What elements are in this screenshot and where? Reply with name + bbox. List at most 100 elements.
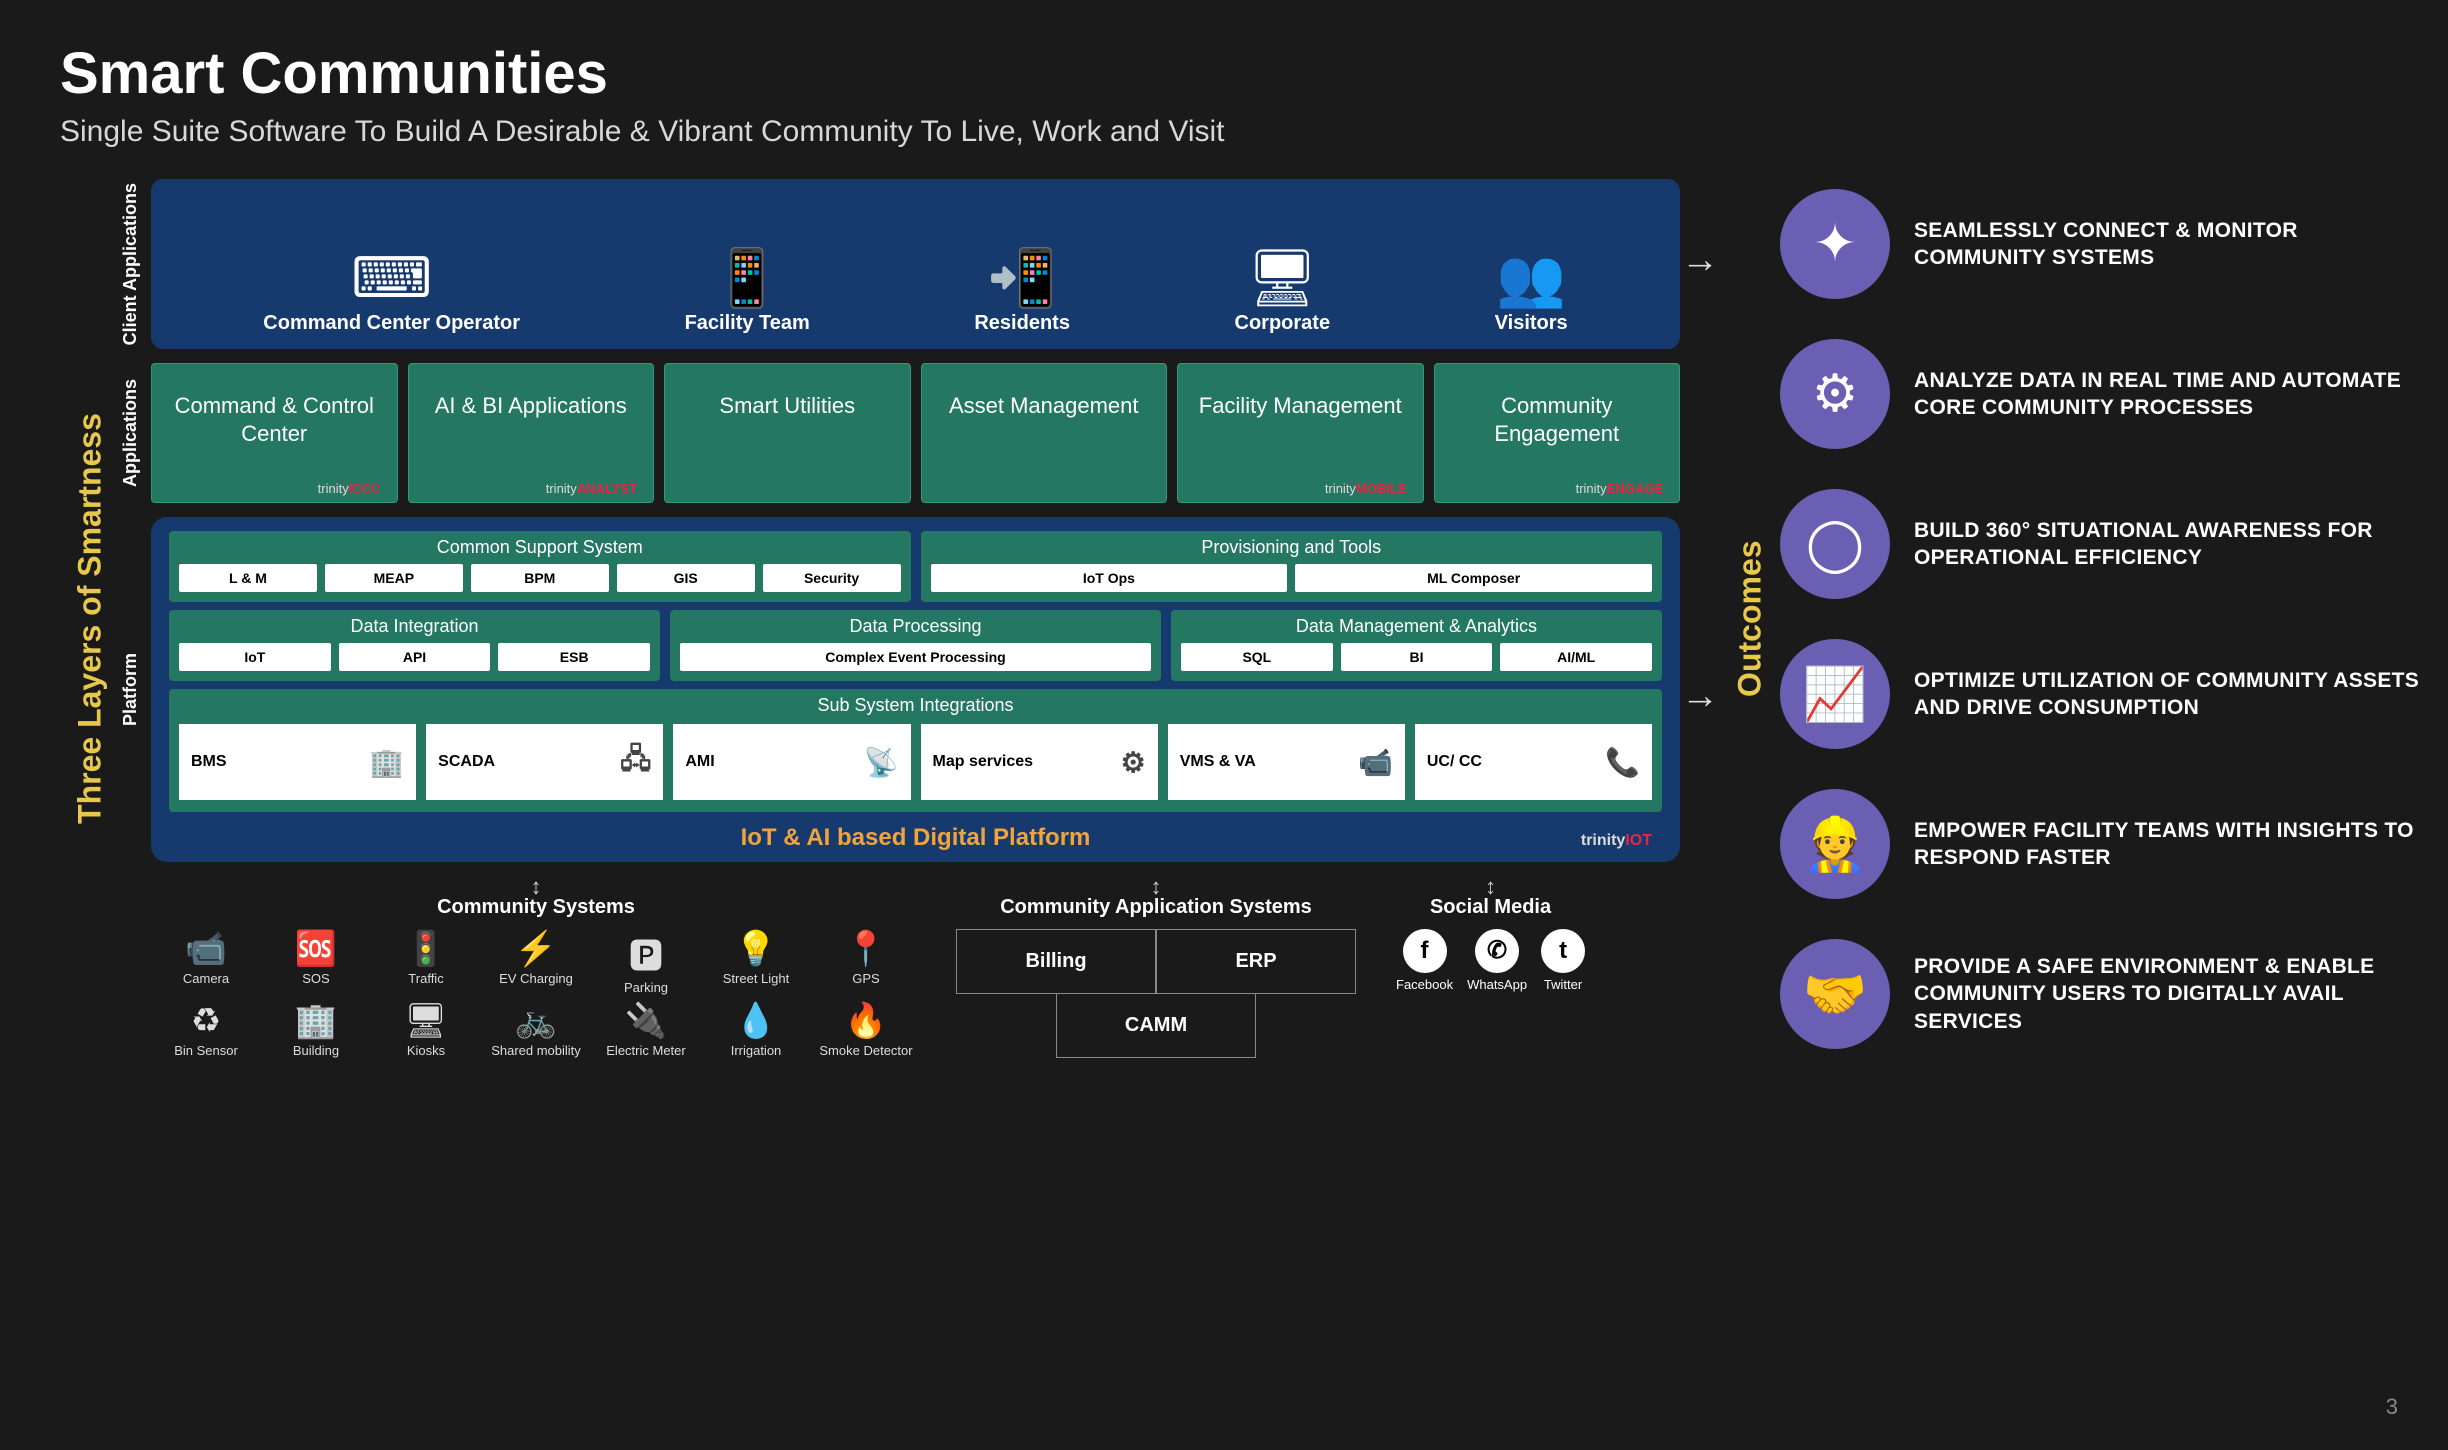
community-system-item: ♻Bin Sensor: [156, 1001, 256, 1058]
outcome-text: EMPOWER FACILITY TEAMS WITH INSIGHTS TO …: [1914, 817, 2420, 872]
community-system-icon: 🏢: [266, 1001, 366, 1041]
community-systems: ↕ Community Systems 📹Camera🆘SOS🚦Traffic⚡…: [156, 878, 916, 1058]
platform-group-title: Provisioning and Tools: [931, 537, 1653, 558]
left-axis-label: Three Layers of Smartness: [60, 179, 120, 1058]
subsystem-label: AMI: [685, 753, 714, 771]
community-system-label: Camera: [183, 971, 229, 986]
platform-chip: ESB: [498, 643, 650, 671]
client-app-item: 📲Residents: [974, 250, 1070, 335]
social-media: ↕ Social Media fFacebook✆WhatsApptTwitte…: [1396, 878, 1585, 992]
application-box: Facility ManagementtrinityMOBILE: [1177, 363, 1424, 503]
community-system-item: ⚡EV Charging: [486, 929, 586, 995]
subsystem-card: BMS🏢: [179, 724, 416, 800]
platform-chip: SQL: [1181, 643, 1333, 671]
platform-brand: trinityIOT: [1581, 832, 1652, 850]
community-system-item: 💡Street Light: [706, 929, 806, 995]
social-label: Facebook: [1396, 977, 1453, 992]
social-label: WhatsApp: [1467, 977, 1527, 992]
client-applications-bar: ⌨Command Center Operator📱Facility Team📲R…: [151, 179, 1680, 349]
client-app-label: Visitors: [1495, 312, 1568, 335]
applications-row: Command & Control Center trinityICCC AI & …: [151, 363, 1680, 503]
community-system-icon: 📍: [816, 929, 916, 969]
arrow-column: → →: [1680, 179, 1720, 1058]
subsystem-card: SCADA 🖧: [426, 724, 663, 800]
subsystem-label: SCADA: [438, 753, 495, 771]
platform-chip: IoT: [179, 643, 331, 671]
platform-chip: Complex Event Processing: [680, 643, 1151, 671]
outcome-icon: 🤝: [1780, 939, 1890, 1049]
community-system-label: Traffic: [408, 971, 443, 986]
community-system-item: 🏢 Building: [266, 1001, 366, 1058]
community-app-systems-title: Community Application Systems: [956, 896, 1356, 919]
application-title: Smart Utilities: [675, 392, 900, 420]
platform-chip: ML Composer: [1295, 564, 1652, 592]
client-app-icon: 👥: [1496, 250, 1566, 306]
application-brand: trinityANALYST: [419, 481, 644, 496]
connector-icon: ↕: [156, 878, 916, 896]
platform-group: Provisioning and Tools IoT OpsML Composer: [921, 531, 1663, 602]
outcome-icon: ✦: [1780, 189, 1890, 299]
social-icon: ✆: [1475, 929, 1519, 973]
social-item: ✆ WhatsApp: [1467, 929, 1527, 992]
community-system-icon: 💧: [706, 1001, 806, 1041]
outcome-item: ◯BUILD 360° SITUATIONAL AWARENESS FOR OP…: [1780, 489, 2420, 599]
subsystem-icon: 📞: [1605, 746, 1640, 779]
community-system-label: GPS: [852, 971, 879, 986]
community-systems-title: Community Systems: [156, 896, 916, 919]
community-system-label: Street Light: [723, 971, 790, 986]
platform-chip: MEAP: [325, 564, 463, 592]
subsystem-card: Map services⚙: [921, 724, 1158, 800]
application-brand: trinityICCC: [162, 481, 387, 496]
layer-label-applications: Applications: [120, 363, 141, 503]
outcome-item: 🤝PROVIDE A SAFE ENVIRONMENT & ENABLE COM…: [1780, 939, 2420, 1049]
bottom-systems-row: ↕ Community Systems 📹Camera🆘SOS🚦Traffic⚡…: [120, 872, 1680, 1058]
community-system-label: Electric Meter: [606, 1043, 685, 1058]
application-box: AI & BI ApplicationstrinityANALYST: [408, 363, 655, 503]
platform-chip: L & M: [179, 564, 317, 592]
platform-block: Common Support SystemL & MMEAPBPMGISSecu…: [151, 517, 1680, 862]
subsystem-card: AMI📡: [673, 724, 910, 800]
community-system-item: 🚦Traffic: [376, 929, 476, 995]
community-system-item: 🚲Shared mobility: [486, 1001, 586, 1058]
subsystem-icon: 📹: [1358, 746, 1393, 779]
community-system-icon: ♻: [156, 1001, 256, 1041]
outcomes-column: ✦SEAMLESSLY CONNECT & MONITOR COMMUNITY …: [1780, 179, 2420, 1058]
outcome-item: ⚙ANALYZE DATA IN REAL TIME AND AUTOMATE …: [1780, 339, 2420, 449]
community-system-item: 🔌 Electric Meter: [596, 1001, 696, 1058]
subsystem-icon: ⚙: [1121, 746, 1146, 779]
application-box: Smart Utilities: [664, 363, 911, 503]
community-system-icon: 🅿: [596, 929, 696, 978]
application-box: Community EngagementtrinityENGAGE: [1434, 363, 1681, 503]
community-system-icon: 🖥: [376, 1001, 476, 1041]
outcome-icon: 📈: [1780, 639, 1890, 749]
community-system-label: Building: [293, 1043, 339, 1058]
community-system-item: 📍 GPS: [816, 929, 916, 995]
social-icon: f: [1403, 929, 1447, 973]
layer-label-client: Client Applications: [120, 179, 141, 349]
social-item: tTwitter: [1541, 929, 1585, 992]
arrow-icon: →: [1681, 675, 1719, 718]
social-icon: t: [1541, 929, 1585, 973]
subsystem-icon: 🖧: [620, 738, 651, 786]
client-app-item: ⌨Command Center Operator: [263, 250, 520, 335]
application-title: Command & Control Center: [162, 392, 387, 447]
social-item: f Facebook: [1396, 929, 1453, 992]
platform-group: Data IntegrationIoTAPIESB: [169, 610, 660, 681]
social-media-title: Social Media: [1396, 896, 1585, 919]
community-system-item: 💧Irrigation: [706, 1001, 806, 1058]
subsystem-label: UC/ CC: [1427, 753, 1482, 771]
client-app-label: Corporate: [1235, 312, 1331, 335]
outcome-icon: ⚙: [1780, 339, 1890, 449]
right-axis-label: Outcomes: [1720, 179, 1780, 1058]
platform-chip: API: [339, 643, 491, 671]
community-system-icon: 🔌: [596, 1001, 696, 1041]
app-sys-cell: CAMM: [1056, 994, 1256, 1058]
application-title: Facility Management: [1188, 392, 1413, 420]
arrow-icon: →: [1681, 239, 1719, 282]
platform-group-title: Common Support System: [179, 537, 901, 558]
subsystem-label: BMS: [191, 753, 227, 771]
platform-chip: IoT Ops: [931, 564, 1288, 592]
subsystems-group: Sub System Integrations BMS🏢SCADA🖧AMI📡Ma…: [169, 689, 1662, 812]
community-system-item: 🅿Parking: [596, 929, 696, 995]
page-number: 3: [2386, 1394, 2398, 1420]
